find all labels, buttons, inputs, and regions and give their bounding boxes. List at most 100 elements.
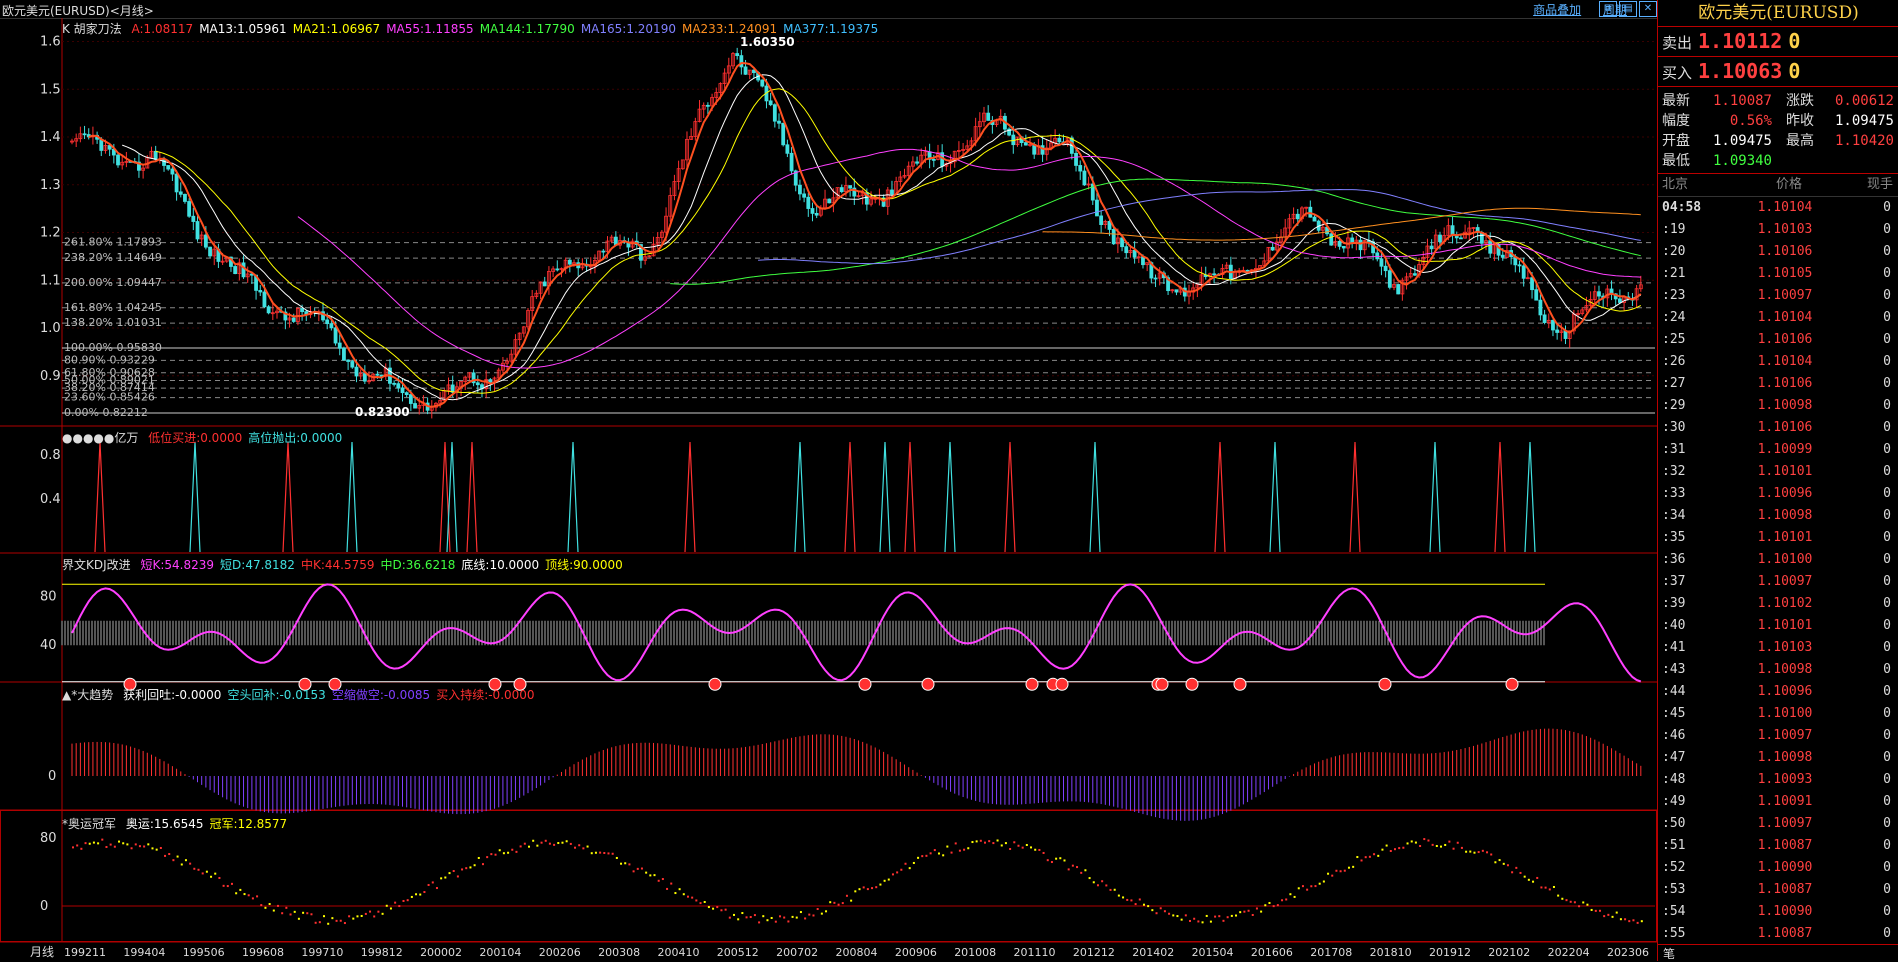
buy-quote[interactable]: 买入 1.10063 0 (1658, 57, 1898, 87)
tick-volume: 0 (1883, 640, 1891, 655)
olympic-dot (1619, 918, 1622, 921)
x-tick-label: 202204 (1548, 946, 1590, 959)
tick-row: :24 1.10104 0 (1658, 307, 1898, 329)
olympic-dot (1109, 888, 1112, 891)
olympic-dot (1180, 918, 1183, 921)
olympic-dot (293, 910, 296, 913)
chart-area[interactable]: 1.6 1.5 1.4 1.3 1.2 1.1 1.0 0.9 261.80% 1.17893 2… (0, 18, 1657, 961)
stat-row: 开盘 1.09475 最高 1.10420 (1662, 131, 1895, 151)
candle-body (731, 53, 735, 67)
stat-value: 1.10420 (1834, 133, 1894, 149)
tick-time: :47 (1662, 750, 1686, 765)
tick-row: :32 1.10101 0 (1658, 461, 1898, 483)
olympic-dot (151, 847, 154, 850)
olympic-dot (661, 878, 664, 881)
tick-time: :31 (1662, 442, 1686, 457)
buy-signal-icon (708, 677, 722, 691)
overlay-button[interactable]: 商品叠加 (1533, 3, 1582, 17)
x-tick-label: 199211 (64, 946, 106, 959)
olympic-dot (787, 920, 790, 923)
main-legend: K 胡家刀法 A:1.08117 MA13:1.05961 MA21:1.06967… (62, 20, 890, 37)
olympic-dot (540, 841, 543, 844)
y-tick-label: 1.3 (40, 178, 61, 193)
x-tick-label: 199404 (123, 946, 165, 959)
period-button[interactable]: 周期 (1602, 3, 1627, 17)
x-tick-label: 200512 (717, 946, 759, 959)
olympic-dot (461, 868, 464, 871)
olympic-dot (532, 839, 535, 842)
tick-volume: 0 (1883, 860, 1891, 875)
olympic-dot (850, 899, 853, 902)
candle-body (1559, 330, 1564, 333)
candle-body (1542, 314, 1547, 323)
candle-body (1274, 241, 1279, 251)
close-icon[interactable]: ✕ (1639, 1, 1657, 17)
olympic-dot (871, 887, 874, 890)
olympic-dot (118, 840, 121, 843)
candle-body (375, 373, 380, 376)
candle-body (1111, 229, 1116, 245)
candle-body (1329, 233, 1334, 246)
candle-body (986, 112, 991, 121)
olympic-dot (1205, 914, 1208, 917)
ma-legend-item-2: MA21:1.06967 (292, 22, 381, 36)
fib-label: 38.20% 0.87414 (64, 381, 155, 394)
candle-body (262, 291, 267, 308)
candle-body (358, 373, 363, 377)
olympic-dot (586, 845, 589, 848)
olympic-dot (1598, 909, 1601, 912)
olympic-dot (728, 916, 731, 919)
tick-list[interactable]: 04:58 1.10104 0:19 1.10103 0:20 1.10106 0:21 1.… (1658, 197, 1898, 945)
olympic-dot (373, 915, 376, 918)
olympic-dot (992, 842, 995, 845)
olympic-dot (494, 853, 497, 856)
quote-stats: 最新 1.10087 涨跌 0.00612 幅度 0.56% 昨收 1.09475 开盘 1.09… (1658, 87, 1898, 174)
olympic-dot (465, 867, 468, 870)
olympic-dot (327, 922, 330, 925)
fib-label: 80.90% 0.93229 (64, 353, 155, 366)
candle-body (973, 126, 978, 142)
olympic-dot (1565, 899, 1568, 902)
candle-body (1551, 319, 1555, 331)
olympic-dot (670, 882, 673, 885)
candle-body (170, 168, 175, 175)
olympic-dot (1523, 875, 1526, 878)
pane2-item-1: 高位抛出:0.0000 (248, 431, 343, 445)
candle-body (1555, 329, 1560, 333)
candle-body (1446, 225, 1451, 236)
tick-time: :23 (1662, 288, 1686, 303)
olympic-dot (1327, 872, 1330, 875)
olympic-dot (1222, 919, 1225, 922)
olympic-dot (423, 891, 426, 894)
tick-time: :26 (1662, 354, 1686, 369)
signal-spike (439, 441, 451, 553)
ma-line-165 (758, 188, 1641, 265)
tick-price: 1.10090 (1757, 860, 1813, 875)
candle-body (693, 121, 698, 137)
candle-body (1145, 262, 1150, 266)
sell-quote[interactable]: 卖出 1.10112 0 (1658, 27, 1898, 57)
candle-body (1086, 183, 1091, 186)
candle-body (275, 310, 279, 314)
tick-price: 1.10096 (1757, 486, 1813, 501)
pane5-name: *奥运冠军 (62, 817, 117, 831)
x-tick-label: 200002 (420, 946, 462, 959)
olympic-dot (645, 871, 648, 874)
ticks-header-time: 北京 (1662, 177, 1689, 192)
x-tick-label: 201110 (1014, 946, 1056, 959)
candle-body (1396, 284, 1401, 295)
layout-icon[interactable]: ▤ (1619, 1, 1637, 17)
olympic-dot (1239, 911, 1242, 914)
tick-price: 1.10106 (1757, 244, 1813, 259)
candle-body (726, 65, 731, 74)
restore-icon[interactable]: ⧉ (1599, 1, 1617, 17)
olympic-dot (929, 852, 932, 855)
olympic-dot (1519, 871, 1522, 874)
candle-body (752, 69, 756, 74)
olympic-dot (1038, 848, 1041, 851)
fib-label: 261.80% 1.17893 (64, 236, 162, 249)
tab-trades[interactable]: 笔 (1663, 947, 1676, 961)
tick-time: :45 (1662, 706, 1686, 721)
olympic-dot (122, 842, 125, 845)
olympic-dot (1486, 851, 1489, 854)
